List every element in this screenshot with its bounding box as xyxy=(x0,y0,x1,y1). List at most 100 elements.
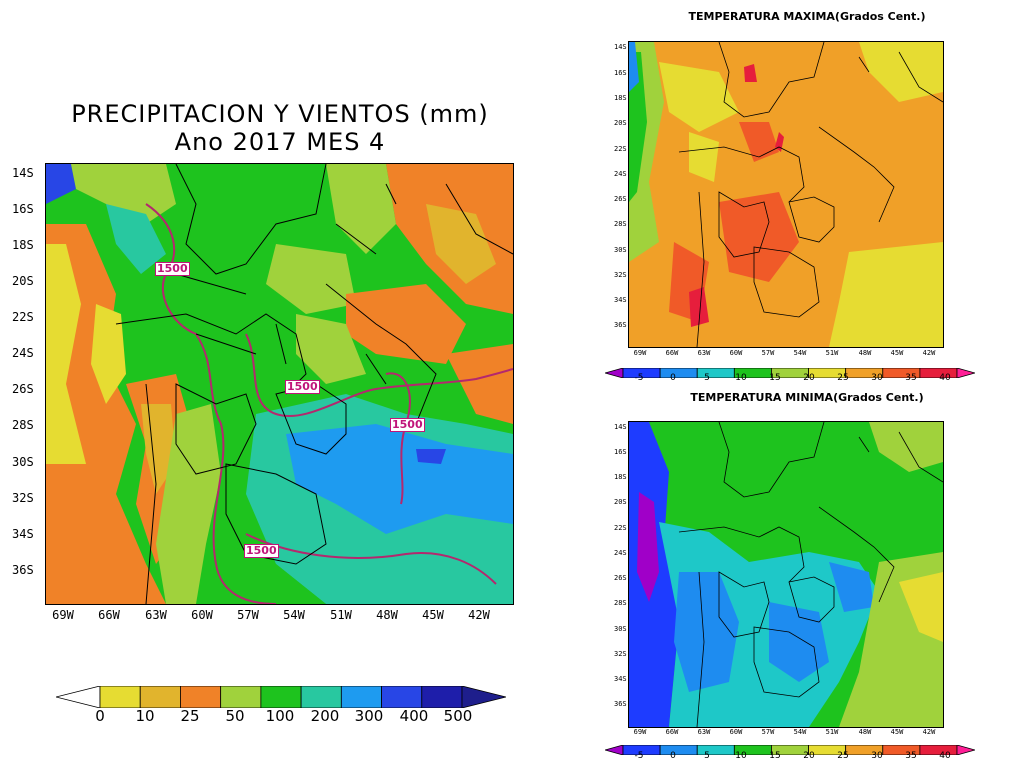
y-tick: 16S xyxy=(614,448,627,456)
y-tick: 26S xyxy=(12,382,34,396)
colorbar-label: 10 xyxy=(135,707,155,725)
y-tick: 30S xyxy=(614,625,627,633)
x-tick: 69W xyxy=(633,349,647,357)
colorbar-swatch xyxy=(696,744,735,756)
x-tick: 63W xyxy=(697,728,711,736)
y-tick: 20S xyxy=(614,498,627,506)
colorbar-swatch xyxy=(659,744,698,756)
colorbar-swatch xyxy=(659,367,698,379)
y-tick: 20S xyxy=(12,274,34,288)
y-tick: 24S xyxy=(614,170,627,178)
colorbar-label: 50 xyxy=(225,707,245,725)
colorbar-label: 25 xyxy=(180,707,200,725)
y-tick: 22S xyxy=(12,310,34,324)
x-tick: 48W xyxy=(376,608,398,622)
y-tick: 32S xyxy=(614,650,627,658)
precip-colorbar-svg xyxy=(55,685,507,709)
x-tick: 63W xyxy=(145,608,167,622)
y-tick: 14S xyxy=(12,166,34,180)
x-tick: 42W xyxy=(922,728,936,736)
colorbar-label: 10 xyxy=(735,751,747,761)
x-tick: 69W xyxy=(52,608,74,622)
colorbar-swatch xyxy=(139,685,181,709)
y-tick: 28S xyxy=(614,599,627,607)
colorbar-label: 400 xyxy=(399,707,429,725)
colorbar-label: 40 xyxy=(939,373,951,383)
precip-panel: PRECIPITACION Y VIENTOS (mm) Ano 2017 ME… xyxy=(12,100,514,725)
colorbar-label: 40 xyxy=(939,751,951,761)
x-tick: 45W xyxy=(890,728,904,736)
colorbar-label: 300 xyxy=(354,707,384,725)
y-tick: 18S xyxy=(614,473,627,481)
colorbar-label: 20 xyxy=(803,373,815,383)
contour-label: 1500 xyxy=(390,418,425,433)
colorbar-end-right xyxy=(956,367,977,379)
colorbar-swatch xyxy=(99,685,141,709)
tmin-colorbar-svg xyxy=(603,744,977,756)
y-tick: 16S xyxy=(12,202,34,216)
y-tick: 22S xyxy=(614,524,627,532)
colorbar-label: -5 xyxy=(634,373,644,383)
y-tick: 26S xyxy=(614,574,627,582)
precip-colorbar xyxy=(55,685,507,709)
colorbar-label: 35 xyxy=(905,373,917,383)
y-tick: 32S xyxy=(614,271,627,279)
x-tick: 69W xyxy=(633,728,647,736)
y-tick: 22S xyxy=(614,145,627,153)
x-tick: 42W xyxy=(468,608,490,622)
y-tick: 18S xyxy=(614,94,627,102)
colorbar-label: 5 xyxy=(704,751,710,761)
y-tick: 26S xyxy=(614,195,627,203)
precip-map xyxy=(45,163,514,605)
y-tick: 36S xyxy=(12,563,34,577)
colorbar-swatch xyxy=(220,685,262,709)
colorbar-end-left xyxy=(55,685,101,709)
contour-label: 1500 xyxy=(155,262,190,277)
y-tick: 28S xyxy=(614,220,627,228)
colorbar-swatch xyxy=(696,367,735,379)
tmax-colorbar-svg xyxy=(603,367,977,379)
colorbar-swatch xyxy=(381,685,423,709)
y-tick: 18S xyxy=(12,238,34,252)
y-tick: 34S xyxy=(12,527,34,541)
x-tick: 63W xyxy=(697,349,711,357)
x-tick: 42W xyxy=(922,349,936,357)
colorbar-swatch xyxy=(421,685,463,709)
contour-label: 1500 xyxy=(285,380,320,395)
x-tick: 57W xyxy=(237,608,259,622)
y-tick: 14S xyxy=(614,43,627,51)
tmax-map xyxy=(628,41,944,348)
colorbar-label: 15 xyxy=(769,751,781,761)
colorbar-label: 200 xyxy=(310,707,340,725)
colorbar-label: 100 xyxy=(265,707,295,725)
x-tick: 54W xyxy=(283,608,305,622)
colorbar-label: 0 xyxy=(670,751,676,761)
y-tick: 30S xyxy=(614,246,627,254)
y-tick: 30S xyxy=(12,455,34,469)
x-tick: 51W xyxy=(825,728,839,736)
y-tick: 20S xyxy=(614,119,627,127)
y-tick: 32S xyxy=(12,491,34,505)
y-tick: 28S xyxy=(12,418,34,432)
contour-label: 1500 xyxy=(244,544,279,559)
precip-title-line1: PRECIPITACION Y VIENTOS (mm) xyxy=(71,100,489,128)
y-tick: 34S xyxy=(614,296,627,304)
x-tick: 60W xyxy=(191,608,213,622)
colorbar-label: 25 xyxy=(837,373,849,383)
tmin-colorbar xyxy=(603,740,977,756)
colorbar-label: 5 xyxy=(704,373,710,383)
x-tick: 66W xyxy=(665,349,679,357)
y-tick: 34S xyxy=(614,675,627,683)
y-tick: 14S xyxy=(614,423,627,431)
colorbar-swatch xyxy=(340,685,382,709)
y-tick: 16S xyxy=(614,69,627,77)
colorbar-label: -5 xyxy=(634,751,644,761)
x-tick: 51W xyxy=(825,349,839,357)
colorbar-end-left xyxy=(603,367,624,379)
precip-title-line2: Ano 2017 MES 4 xyxy=(174,128,386,156)
x-tick: 57W xyxy=(761,728,775,736)
colorbar-end-right xyxy=(461,685,507,709)
tmax-panel: TEMPERATURA MAXIMA(Grados Cent.) xyxy=(590,0,1024,385)
y-tick: 36S xyxy=(614,700,627,708)
x-tick: 51W xyxy=(330,608,352,622)
